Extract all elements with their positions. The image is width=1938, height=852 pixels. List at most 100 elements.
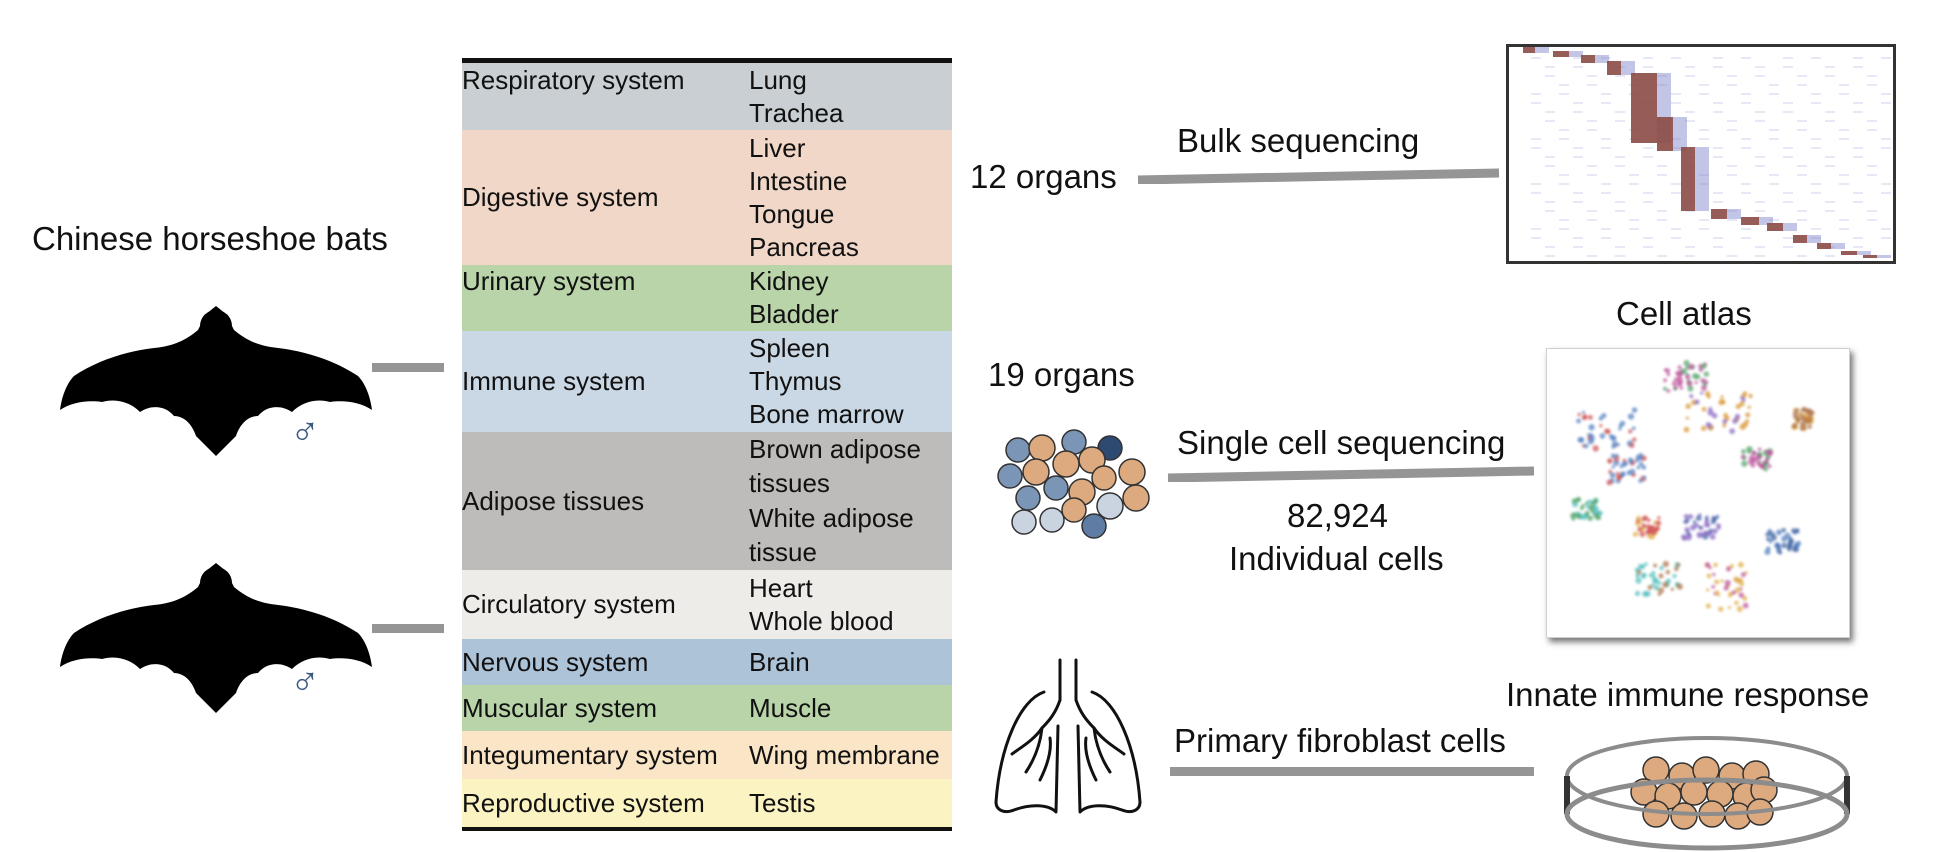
atlas-point — [1663, 378, 1668, 383]
atlas-point — [1588, 433, 1594, 438]
heatmap-cell — [1839, 129, 1849, 131]
heatmap-cell — [1713, 201, 1723, 203]
atlas-point — [1705, 588, 1710, 592]
atlas-point — [1786, 543, 1793, 550]
organ-label: Kidney — [749, 266, 829, 296]
heatmap-cell — [1643, 192, 1653, 194]
system-label: Reproductive system — [462, 787, 705, 818]
heatmap-cell — [1531, 138, 1541, 140]
atlas-point — [1672, 573, 1677, 579]
atlas-point — [1705, 422, 1711, 428]
system-label: Respiratory system — [462, 65, 685, 95]
atlas-point — [1644, 562, 1648, 566]
atlas-point — [1722, 423, 1727, 428]
heatmap-cell — [1671, 237, 1681, 239]
heatmap-cell — [1601, 237, 1611, 239]
single-cell-organ-count: 19 organs — [988, 356, 1135, 393]
atlas-point — [1694, 380, 1698, 385]
heatmap-cell — [1853, 66, 1863, 68]
atlas-point — [1673, 566, 1679, 572]
atlas-point — [1705, 522, 1711, 528]
system-label: Immune system — [462, 366, 646, 396]
heatmap-cell — [1601, 102, 1611, 104]
atlas-point — [1717, 526, 1721, 530]
heatmap-cell — [1881, 138, 1891, 140]
heatmap-cell — [1797, 120, 1807, 122]
heatmap-cell — [1755, 156, 1765, 158]
heatmap-cell — [1881, 183, 1891, 185]
atlas-point — [1579, 506, 1584, 511]
heatmap-cell — [1839, 228, 1849, 230]
heatmap-cell — [1769, 183, 1779, 185]
table-group-adipose: Adipose tissues Brown adipose tissues Wh… — [462, 432, 952, 570]
atlas-point — [1748, 393, 1753, 399]
atlas-point — [1673, 377, 1679, 382]
heatmap-cell — [1831, 243, 1845, 249]
heatmap-cell — [1587, 210, 1597, 212]
atlas-point — [1795, 540, 1802, 546]
cell-count-number: 82,924 — [1287, 497, 1388, 534]
atlas-point — [1767, 464, 1772, 469]
heatmap-cell — [1671, 147, 1681, 149]
heatmap-cell — [1797, 255, 1807, 257]
heatmap-cell — [1559, 219, 1569, 221]
heatmap-cell — [1755, 120, 1765, 122]
heatmap-cell — [1881, 57, 1891, 59]
lungs-icon — [994, 658, 1142, 814]
heatmap-cell — [1839, 183, 1849, 185]
heatmap-cell — [1531, 237, 1541, 239]
heatmap-cell — [1797, 219, 1807, 221]
atlas-point — [1795, 529, 1800, 534]
heatmap-cell — [1713, 192, 1723, 194]
heatmap-cell — [1545, 156, 1555, 158]
heatmap-cell — [1839, 138, 1849, 140]
heatmap-cell — [1615, 165, 1625, 167]
cell-atlas-title: Cell atlas — [1616, 295, 1752, 332]
atlas-point — [1581, 410, 1586, 415]
heatmap-cell — [1685, 120, 1695, 122]
heatmap-cell — [1853, 147, 1863, 149]
atlas-point — [1663, 368, 1668, 372]
atlas-point — [1684, 527, 1690, 533]
atlas-point — [1720, 399, 1726, 405]
heatmap-cell — [1601, 57, 1611, 59]
heatmap-cell — [1811, 192, 1821, 194]
heatmap-cell — [1867, 174, 1877, 176]
organ-label: Heart — [749, 572, 813, 603]
heatmap-cell — [1601, 147, 1611, 149]
atlas-point — [1627, 413, 1635, 420]
atlas-point — [1768, 450, 1774, 456]
heatmap-cell — [1699, 174, 1709, 176]
atlas-point — [1587, 438, 1594, 445]
system-label: Nervous system — [462, 646, 649, 677]
heatmap-cell — [1727, 219, 1737, 221]
atlas-point — [1802, 413, 1808, 418]
culture-dish-icon — [1564, 736, 1850, 851]
heatmap-cell — [1699, 138, 1709, 140]
heatmap-cell — [1811, 138, 1821, 140]
atlas-point — [1712, 572, 1716, 577]
atlas-point — [1657, 581, 1662, 585]
table-group-circulatory: Circulatory system Heart Whole blood — [462, 570, 952, 639]
atlas-point — [1658, 573, 1664, 579]
atlas-point — [1680, 368, 1687, 375]
atlas-point — [1583, 443, 1589, 449]
atlas-point — [1739, 582, 1744, 587]
atlas-point — [1651, 570, 1656, 576]
heatmap-cell — [1531, 228, 1541, 230]
organ-table: Respiratory system Lung Trachea Digestiv… — [462, 58, 952, 831]
atlas-point — [1680, 534, 1687, 540]
atlas-point — [1677, 375, 1683, 381]
atlas-point — [1774, 542, 1781, 549]
heatmap-cell — [1657, 255, 1667, 257]
table-group-respiratory: Respiratory system Lung Trachea — [462, 63, 952, 130]
atlas-point — [1639, 531, 1646, 538]
atlas-point — [1712, 528, 1718, 534]
atlas-point — [1571, 516, 1576, 521]
heatmap-cell — [1741, 102, 1751, 104]
heatmap-cell — [1755, 201, 1765, 203]
cell-count-label: Individual cells — [1229, 540, 1444, 577]
atlas-point — [1706, 573, 1712, 579]
organ-label: Testis — [749, 787, 816, 818]
atlas-point — [1653, 563, 1658, 568]
